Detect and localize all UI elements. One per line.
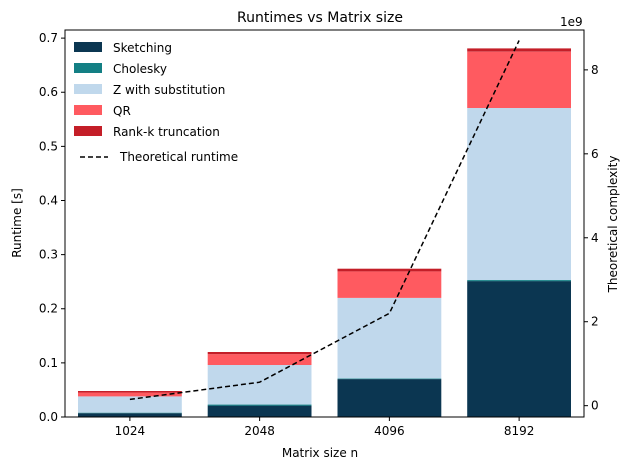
y2-tick-label-1: 2 xyxy=(591,315,599,329)
bar-4096-series-3 xyxy=(337,271,442,298)
bar-2048-series-4 xyxy=(207,352,312,355)
y2-tick-label-3: 6 xyxy=(591,147,599,161)
y2-offset-label: 1e9 xyxy=(560,15,583,29)
legend-swatch-3 xyxy=(74,105,102,115)
legend-swatch-2 xyxy=(74,84,102,94)
bar-8192-series-3 xyxy=(467,51,571,108)
bar-2048-series-0 xyxy=(207,405,312,417)
legend-label-2: Z with substitution xyxy=(113,83,225,97)
legend-label-1: Cholesky xyxy=(113,62,167,76)
y-tick-label-6: 0.6 xyxy=(39,85,58,99)
bar-2048-series-2 xyxy=(207,365,312,405)
y-axis-label: Runtime [s] xyxy=(10,188,24,258)
x-tick-label-3: 8192 xyxy=(504,424,535,438)
y-tick-label-5: 0.5 xyxy=(39,139,58,153)
legend-line-label: Theoretical runtime xyxy=(119,150,238,164)
chart-title: Runtimes vs Matrix size xyxy=(237,10,403,26)
axes-layer: 0.0 0.1 0.2 0.3 0.4 0.5 0.6 0.7 0 2 4 6 8 1024 2048 409… xyxy=(39,31,599,438)
x-tick-label-0: 1024 xyxy=(115,424,146,438)
y-tick-label-7: 0.7 xyxy=(39,31,58,45)
legend-swatch-0 xyxy=(74,42,102,52)
bars-layer xyxy=(78,48,571,417)
bar-1024-series-1 xyxy=(78,412,182,414)
y-tick-label-2: 0.2 xyxy=(39,302,58,316)
y2-tick-label-2: 4 xyxy=(591,231,599,245)
legend-swatch-4 xyxy=(74,126,102,136)
theoretical-runtime-line xyxy=(129,40,520,401)
bar-8192-series-1 xyxy=(467,280,571,282)
legend-label-0: Sketching xyxy=(113,41,172,55)
x-tick-label-1: 2048 xyxy=(244,424,275,438)
bar-1024-series-3 xyxy=(78,392,182,397)
plot-frame xyxy=(64,29,585,418)
bar-2048-series-3 xyxy=(207,354,312,365)
legend-label-3: QR xyxy=(113,104,131,118)
bar-1024-series-0 xyxy=(78,413,182,417)
bar-1024-series-2 xyxy=(78,396,182,413)
line-layer xyxy=(129,40,520,401)
legend-label-4: Rank-k truncation xyxy=(113,125,220,139)
y2-tick-label-0: 0 xyxy=(591,399,599,413)
y-tick-label-1: 0.1 xyxy=(39,356,58,370)
y-tick-label-4: 0.4 xyxy=(39,193,58,207)
x-tick-label-2: 4096 xyxy=(374,424,405,438)
bar-4096-series-0 xyxy=(337,379,442,417)
bar-4096-series-2 xyxy=(337,297,442,379)
bar-1024-series-4 xyxy=(78,391,182,393)
legend: Sketching Cholesky Z with substitution QR Ra… xyxy=(74,41,238,164)
legend-swatch-1 xyxy=(74,63,102,73)
y2-tick-label-4: 8 xyxy=(591,63,599,77)
bar-8192-series-4 xyxy=(467,48,571,52)
bar-8192-series-2 xyxy=(467,107,571,281)
bar-8192-series-0 xyxy=(467,281,571,417)
bar-4096-series-1 xyxy=(337,378,442,380)
bar-4096-series-4 xyxy=(337,268,442,272)
bar-2048-series-1 xyxy=(207,404,312,406)
x-axis-label: Matrix size n xyxy=(282,446,358,460)
y-tick-label-3: 0.3 xyxy=(39,248,58,262)
y-tick-label-0: 0.0 xyxy=(39,410,58,424)
y2-axis-label: Theoretical complexity xyxy=(606,156,620,294)
